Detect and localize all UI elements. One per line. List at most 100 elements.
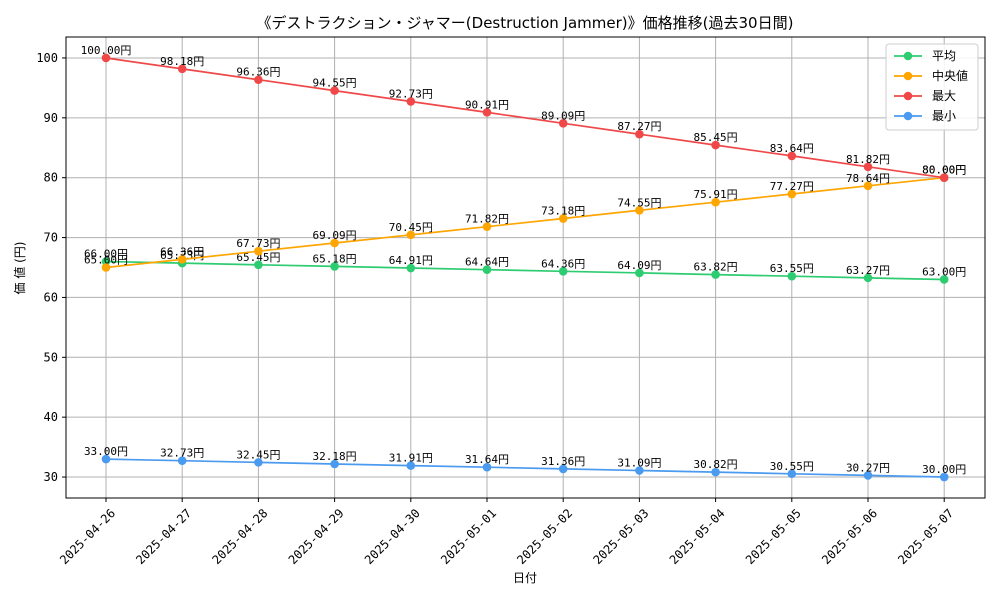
data-label: 32.18円 xyxy=(313,450,357,463)
y-tick-label: 30 xyxy=(44,470,58,484)
data-point xyxy=(711,140,720,150)
x-tick-label: 2025-05-03 xyxy=(590,506,651,567)
data-point xyxy=(863,162,873,172)
x-tick-label: 2025-05-07 xyxy=(895,506,956,567)
data-point xyxy=(254,458,263,467)
data-point xyxy=(939,472,949,482)
data-label: 31.64円 xyxy=(465,453,509,466)
data-point xyxy=(558,267,568,276)
data-point xyxy=(939,275,949,284)
data-point xyxy=(482,462,492,472)
data-label: 31.36円 xyxy=(541,455,585,468)
data-point xyxy=(177,64,187,74)
data-label: 32.45円 xyxy=(236,448,280,461)
legend-marker xyxy=(903,111,913,121)
data-point xyxy=(482,108,492,117)
data-label: 90.91円 xyxy=(465,98,509,111)
data-label: 81.82円 xyxy=(846,153,890,166)
data-label: 85.45円 xyxy=(694,131,738,144)
data-label: 65.18円 xyxy=(313,252,357,265)
data-point xyxy=(711,197,720,207)
data-point xyxy=(254,260,263,270)
legend-label: 平均 xyxy=(932,49,956,63)
x-tick-label: 2025-04-30 xyxy=(362,506,423,567)
data-label: 73.18円 xyxy=(541,205,585,218)
data-point xyxy=(635,268,644,278)
data-point xyxy=(482,265,492,274)
data-label: 33.00円 xyxy=(84,445,128,458)
data-label: 64.36円 xyxy=(541,257,585,270)
y-tick-label: 50 xyxy=(44,350,58,364)
data-label: 71.82円 xyxy=(465,213,509,226)
y-axis-label: 価 値 (円) xyxy=(12,242,27,295)
legend-marker xyxy=(903,51,913,61)
x-tick-label: 2025-05-02 xyxy=(514,506,575,567)
data-point xyxy=(635,129,644,139)
data-label: 66.00円 xyxy=(84,248,128,261)
legend-label: 中央値 xyxy=(932,68,968,83)
legend-marker xyxy=(903,71,913,81)
data-label: 64.64円 xyxy=(465,256,509,269)
data-label: 30.55円 xyxy=(770,460,814,473)
y-tick-label: 60 xyxy=(44,290,58,304)
data-label: 64.91円 xyxy=(389,254,433,267)
data-label: 96.36円 xyxy=(236,66,280,79)
data-label: 77.27円 xyxy=(770,180,814,193)
data-label: 64.09円 xyxy=(617,259,661,272)
data-label: 78.64円 xyxy=(846,172,890,185)
data-point xyxy=(330,262,339,271)
data-label: 69.09円 xyxy=(313,229,357,242)
x-tick-label: 2025-05-05 xyxy=(743,506,804,567)
legend-label: 最大 xyxy=(932,89,956,103)
data-label: 98.18円 xyxy=(160,55,204,68)
legend-marker xyxy=(903,91,913,101)
data-point xyxy=(787,189,797,199)
x-tick-label: 2025-04-29 xyxy=(286,506,347,567)
data-point xyxy=(711,467,720,477)
data-label: 80.00円 xyxy=(922,164,966,177)
data-label: 74.55円 xyxy=(617,196,661,209)
data-point xyxy=(406,97,416,106)
data-point xyxy=(101,53,111,63)
series-line xyxy=(105,458,945,478)
data-label: 92.73円 xyxy=(389,87,433,100)
data-label: 32.73円 xyxy=(160,447,204,460)
data-point xyxy=(254,75,263,85)
data-label: 31.91円 xyxy=(389,452,433,465)
x-tick-label: 2025-05-04 xyxy=(667,506,728,567)
data-label: 63.00円 xyxy=(922,265,966,278)
series-line xyxy=(105,57,945,179)
y-tick-label: 40 xyxy=(44,410,58,424)
data-point xyxy=(863,181,873,191)
data-label: 30.00円 xyxy=(922,463,966,476)
data-label: 66.36円 xyxy=(160,245,204,258)
data-point xyxy=(177,255,187,264)
data-point xyxy=(558,118,568,128)
data-point xyxy=(787,151,797,161)
data-point xyxy=(635,206,644,215)
data-label: 80.00円 xyxy=(922,164,966,177)
data-point xyxy=(635,466,644,475)
data-label: 83.64円 xyxy=(770,142,814,155)
data-label: 65.00円 xyxy=(84,254,128,267)
legend-box xyxy=(885,43,979,131)
data-point xyxy=(101,454,111,464)
data-label: 89.09円 xyxy=(541,109,585,122)
data-point xyxy=(101,263,111,272)
data-point xyxy=(939,173,949,182)
data-label: 63.82円 xyxy=(694,261,738,274)
data-label: 67.73円 xyxy=(236,237,280,250)
data-point xyxy=(254,246,263,256)
data-point xyxy=(177,456,187,466)
data-point xyxy=(787,271,797,281)
data-label: 70.45円 xyxy=(389,221,433,234)
x-axis-label: 日付 xyxy=(513,571,537,585)
data-label: 63.27円 xyxy=(846,264,890,277)
data-point xyxy=(330,86,339,95)
legend-label: 最小 xyxy=(932,109,956,123)
data-point xyxy=(711,270,720,279)
y-tick-label: 70 xyxy=(44,231,58,245)
